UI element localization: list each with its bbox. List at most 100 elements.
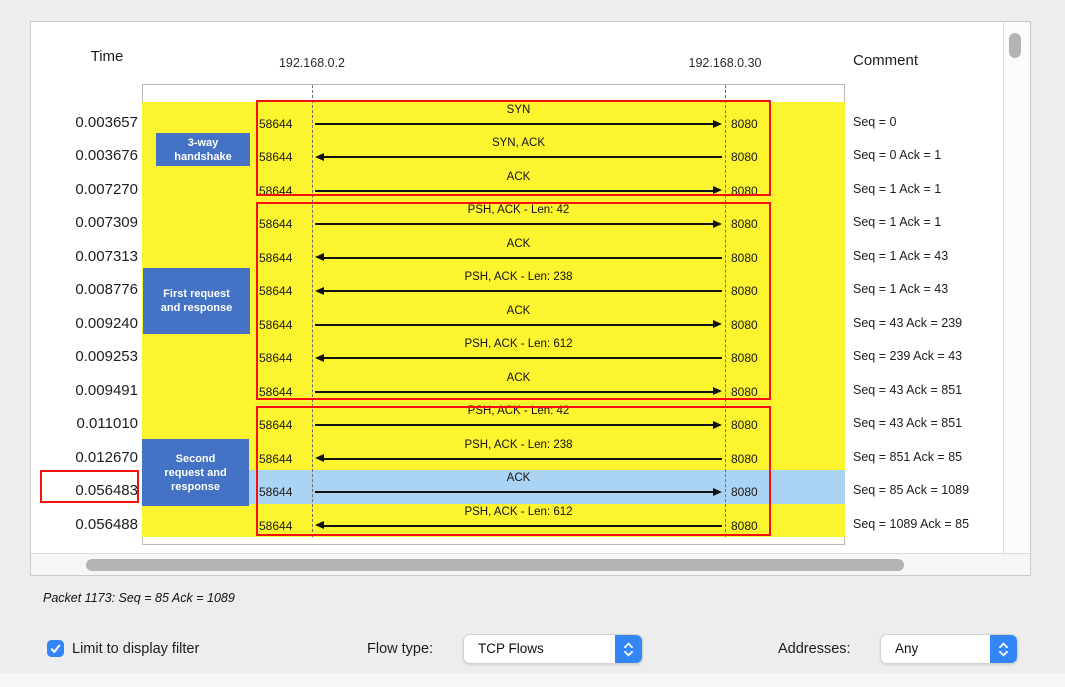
vertical-scrollbar-thumb[interactable] bbox=[1009, 33, 1021, 58]
vertical-scrollbar-track[interactable] bbox=[1003, 22, 1030, 553]
row-time: 0.012670 bbox=[75, 448, 138, 466]
tcp-segment-arrow[interactable]: SYN, ACK bbox=[315, 135, 722, 168]
annotation-time-red-box bbox=[40, 470, 139, 503]
annotation-red-box bbox=[256, 100, 771, 196]
flow-row[interactable] bbox=[142, 102, 845, 136]
flow-row[interactable] bbox=[142, 202, 845, 236]
arrowhead-left-icon bbox=[315, 152, 324, 161]
time-column-header: Time bbox=[90, 48, 124, 65]
flow-row[interactable] bbox=[142, 302, 845, 337]
phase-label-line: 3-way bbox=[187, 136, 219, 149]
arrowhead-right-icon bbox=[713, 387, 722, 396]
tcp-segment-arrow[interactable]: ACK bbox=[315, 370, 722, 403]
tcp-flags-label: ACK bbox=[506, 371, 531, 384]
row-comment: Seq = 85 Ack = 1089 bbox=[853, 483, 970, 498]
arrow-line bbox=[323, 457, 722, 460]
row-src-port: 58644 bbox=[259, 217, 293, 232]
limit-to-display-filter-checkbox[interactable] bbox=[47, 640, 64, 657]
tcp-flags-label: SYN, ACK bbox=[491, 137, 546, 150]
row-comment: Seq = 1 Ack = 43 bbox=[853, 282, 949, 297]
tcp-segment-arrow[interactable]: ACK bbox=[315, 470, 722, 503]
limit-to-display-filter-label: Limit to display filter bbox=[72, 641, 200, 657]
row-dst-port: 8080 bbox=[731, 485, 758, 500]
host-left-lifeline bbox=[312, 85, 313, 537]
tcp-flags-label: ACK bbox=[506, 472, 531, 485]
phase-label-line: Second bbox=[175, 452, 216, 465]
flow-row[interactable] bbox=[142, 168, 845, 203]
host-left-header: 192.168.0.2 bbox=[278, 56, 346, 70]
tcp-flags-label: ACK bbox=[506, 304, 531, 317]
row-time: 0.008776 bbox=[75, 281, 138, 299]
tcp-segment-arrow[interactable]: PSH, ACK - Len: 42 bbox=[315, 403, 722, 436]
arrowhead-right-icon bbox=[713, 186, 722, 195]
row-time: 0.056488 bbox=[75, 515, 138, 533]
phase-label-line: and response bbox=[160, 302, 233, 314]
tcp-segment-arrow[interactable]: SYN bbox=[315, 102, 722, 135]
row-dst-port: 8080 bbox=[731, 518, 758, 533]
row-dst-port: 8080 bbox=[731, 351, 758, 366]
flow-row[interactable] bbox=[142, 135, 845, 169]
selected-packet-status: Packet 1173: Seq = 85 Ack = 1089 bbox=[43, 591, 235, 605]
row-comment: Seq = 1 Ack = 1 bbox=[853, 181, 942, 196]
row-src-port: 58644 bbox=[259, 317, 293, 332]
flow-row[interactable] bbox=[142, 269, 845, 303]
row-time: 0.003657 bbox=[75, 114, 138, 131]
addresses-select[interactable]: Any bbox=[880, 634, 1018, 664]
flow-row[interactable] bbox=[142, 369, 845, 404]
addresses-stepper[interactable] bbox=[990, 635, 1017, 663]
flow-row[interactable] bbox=[142, 403, 845, 437]
flow-type-stepper[interactable] bbox=[615, 635, 642, 663]
flow-row[interactable] bbox=[142, 470, 845, 504]
row-dst-port: 8080 bbox=[731, 150, 758, 165]
row-dst-port: 8080 bbox=[731, 217, 758, 232]
flow-row[interactable] bbox=[142, 235, 845, 270]
row-comment: Seq = 239 Ack = 43 bbox=[853, 349, 963, 364]
tcp-segment-arrow[interactable]: PSH, ACK - Len: 238 bbox=[315, 437, 722, 470]
row-dst-port: 8080 bbox=[731, 250, 758, 265]
arrowhead-left-icon bbox=[315, 286, 324, 295]
row-src-port: 58644 bbox=[259, 451, 293, 466]
phase-label-line: request and bbox=[164, 466, 227, 479]
tcp-segment-arrow[interactable]: ACK bbox=[315, 169, 722, 202]
horizontal-scrollbar-thumb[interactable] bbox=[86, 559, 904, 571]
row-src-port: 58644 bbox=[259, 384, 293, 399]
row-src-port: 58644 bbox=[259, 250, 293, 265]
tcp-flags-label: ACK bbox=[506, 237, 531, 250]
flow-type-select[interactable]: TCP Flows bbox=[463, 634, 643, 664]
up-down-chevron-icon bbox=[999, 642, 1008, 656]
arrowhead-right-icon bbox=[713, 119, 722, 128]
tcp-segment-arrow[interactable]: ACK bbox=[315, 236, 722, 269]
row-time: 0.009491 bbox=[75, 381, 138, 399]
up-down-chevron-icon bbox=[624, 642, 633, 656]
comment-column-header: Comment bbox=[853, 52, 919, 69]
phase-label: First request and response bbox=[143, 268, 250, 334]
addresses-label: Addresses: bbox=[778, 641, 851, 657]
arrowhead-right-icon bbox=[713, 420, 722, 429]
flow-row[interactable] bbox=[142, 336, 845, 370]
arrowhead-left-icon bbox=[315, 253, 324, 262]
host-right-lifeline bbox=[725, 85, 726, 537]
tcp-segment-arrow[interactable]: PSH, ACK - Len: 612 bbox=[315, 336, 722, 369]
arrowhead-left-icon bbox=[315, 454, 324, 463]
row-comment: Seq = 0 Ack = 1 bbox=[853, 148, 942, 163]
row-comment: Seq = 1 Ack = 43 bbox=[853, 248, 949, 263]
row-src-port: 58644 bbox=[259, 150, 293, 165]
row-comment: Seq = 0 bbox=[853, 115, 897, 129]
tcp-segment-arrow[interactable]: PSH, ACK - Len: 238 bbox=[315, 269, 722, 302]
flow-row[interactable] bbox=[142, 503, 845, 537]
flow-row[interactable] bbox=[142, 436, 845, 471]
tcp-segment-arrow[interactable]: ACK bbox=[315, 303, 722, 336]
row-comment: Seq = 1089 Ack = 85 bbox=[853, 516, 970, 531]
tcp-segment-arrow[interactable]: PSH, ACK - Len: 42 bbox=[315, 202, 722, 235]
arrow-line bbox=[323, 290, 722, 293]
row-src-port: 58644 bbox=[259, 518, 293, 533]
arrow-line bbox=[315, 223, 714, 226]
tcp-segment-arrow[interactable]: PSH, ACK - Len: 612 bbox=[315, 504, 722, 537]
arrow-line bbox=[323, 524, 722, 527]
annotation-red-box bbox=[256, 406, 771, 536]
row-dst-port: 8080 bbox=[731, 317, 758, 332]
tcp-flags-label: ACK bbox=[506, 170, 531, 183]
tcp-flags-label: PSH, ACK - Len: 42 bbox=[467, 405, 570, 418]
arrow-line bbox=[315, 390, 714, 393]
window-bottom-edge bbox=[0, 673, 1065, 687]
